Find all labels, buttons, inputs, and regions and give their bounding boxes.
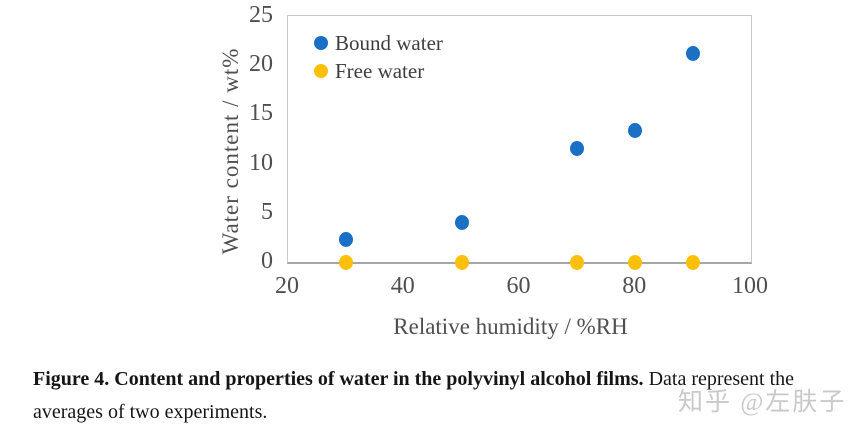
legend-item-bound-water: Bound water (314, 29, 443, 57)
x-tick-label: 20 (275, 273, 299, 299)
y-tick-label: 20 (249, 51, 273, 78)
free-water-legend-dot-icon (314, 64, 328, 78)
y-tick-label: 0 (261, 248, 273, 274)
point-free-water (338, 254, 353, 270)
plot-area: Bound water Free water (287, 15, 752, 270)
point-bound-water (570, 141, 585, 157)
y-tick-label: 5 (261, 198, 273, 225)
chart: Water content / wt% 0 5 10 15 20 25 Bound wat… (218, 2, 768, 339)
figure-caption: Figure 4. Content and properties of wate… (33, 363, 861, 429)
point-bound-water (628, 122, 643, 138)
caption-bold-text: Figure 4. Content and properties of wate… (33, 368, 644, 390)
point-bound-water (454, 215, 469, 231)
x-tick-label: 100 (732, 273, 768, 299)
x-tick-label: 80 (622, 273, 647, 299)
y-tick-label: 10 (249, 149, 273, 176)
legend-label-bound-water: Bound water (335, 30, 443, 55)
x-axis-title: Relative humidity / %RH (393, 314, 628, 339)
bound-water-legend-dot-icon (314, 36, 328, 50)
legend-label-free-water: Free water (335, 58, 425, 83)
caption-regular-text: Data represent the (643, 368, 795, 390)
point-bound-water (686, 45, 701, 61)
caption-line2-text: averages of two experiments. (33, 401, 268, 423)
watermark: 知乎 @左肤子 (678, 389, 847, 416)
point-free-water (628, 254, 643, 270)
point-free-water (686, 254, 701, 270)
point-bound-water (338, 231, 353, 247)
point-free-water (570, 254, 585, 270)
y-tick-label: 15 (249, 100, 273, 127)
point-free-water (454, 254, 469, 270)
y-tick-label: 25 (249, 2, 273, 28)
x-tick-label: 40 (390, 273, 415, 299)
x-tick-label: 60 (506, 273, 531, 299)
legend-item-free-water: Free water (314, 57, 443, 85)
legend: Bound water Free water (314, 29, 443, 85)
